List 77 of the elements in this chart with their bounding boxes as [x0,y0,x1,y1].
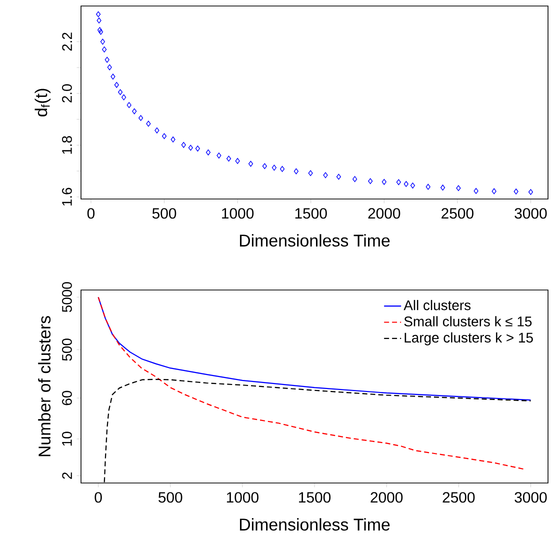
y-tick-label: 60 [62,390,72,406]
x-tick-label: 500 [158,492,182,503]
y-axis-title: d$_{f}$(t) [34,88,51,116]
y-tick-label: 1.8 [62,136,72,154]
point [206,149,211,156]
point [226,156,232,162]
point [382,178,386,185]
x-tick-label: 3000 [514,208,547,219]
x-tick-label: 1000 [226,492,258,503]
y-tick-label: 10 [62,432,72,446]
point [262,163,267,170]
x-tick-label: 1000 [222,208,254,219]
x-tick-label: 2000 [370,492,403,503]
x-tick-label: 1500 [299,492,331,503]
x-tick-label: 2500 [442,492,475,503]
y-tick-label: 2.0 [62,84,72,102]
point [272,164,276,171]
x-tick-label: 2000 [368,208,400,219]
y-axis-title: Number of clusters [38,316,51,456]
legend-label: Small clusters k ≤ 15 [404,316,532,326]
point [195,146,200,152]
legend-label: Large clusters k > 15 [404,332,533,346]
point [528,189,534,195]
point [107,64,112,70]
point [132,108,137,114]
point [138,115,144,121]
x-axis-title: Dimensionless Time [240,234,390,247]
point [126,102,132,108]
y-tick-label: 2.2 [62,32,72,51]
point [154,127,160,134]
point [97,27,102,33]
point [114,82,119,88]
point [280,166,285,172]
point [110,74,116,80]
point [248,160,254,167]
point [352,176,358,182]
x-tick-label: 2500 [442,208,474,219]
legend-label: All clusters [404,300,471,310]
point [456,185,461,192]
point [104,56,110,63]
y-tick-label: 1.6 [62,188,72,206]
point [336,174,341,180]
point [96,11,101,18]
point [323,172,328,178]
y-tick-label: 5000 [62,282,72,312]
point [162,133,167,140]
x-axis-title: Dimensionless Time [240,518,390,531]
point [181,142,186,148]
point [216,152,222,158]
point [102,46,107,52]
x-tick-label: 500 [152,208,176,219]
point [100,38,105,45]
point [96,18,102,24]
point [308,170,313,176]
x-tick-label: 1500 [295,208,327,219]
point [118,89,123,96]
point [404,181,408,187]
point [98,28,104,35]
x-tick-label: 0 [94,492,102,503]
point [146,120,151,127]
point [170,136,176,142]
point [492,188,496,194]
point [122,94,126,100]
y-tick-label: 2 [62,472,72,479]
x-tick-label: 3000 [514,492,547,503]
point [474,188,478,194]
x-tick-label: 0 [87,208,95,219]
y-tick-label: 500 [62,338,72,361]
point [410,182,416,188]
point [188,144,193,151]
point [235,158,240,164]
point [440,184,446,191]
point [396,179,401,186]
point [368,178,373,184]
point [426,184,430,190]
point [514,188,518,194]
point [294,168,298,174]
